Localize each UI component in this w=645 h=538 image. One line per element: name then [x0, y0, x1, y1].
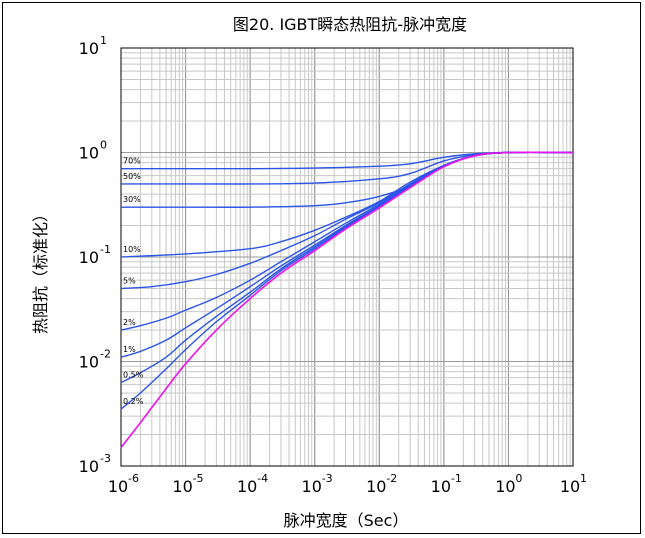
y-axis-label: 热阻抗（标准化） [31, 206, 50, 334]
x-tick-label: 10 [172, 477, 192, 496]
grid [120, 47, 574, 467]
x-tick-exponent: 1 [580, 472, 587, 485]
series-label: 1% [123, 345, 136, 354]
x-tick-exponent: -3 [322, 472, 333, 485]
x-tick-label: 10 [237, 477, 257, 496]
chart-title: 图20. IGBT瞬态热阻抗-脉冲宽度 [233, 15, 467, 34]
chart-frame [2, 2, 641, 534]
y-tick-exponent: 1 [100, 34, 107, 47]
y-tick-label: 10 [79, 39, 99, 58]
series-label: 10% [123, 245, 141, 254]
series-label: 70% [123, 157, 141, 166]
y-tick-exponent: -3 [100, 452, 111, 465]
x-tick-exponent: -1 [451, 472, 462, 485]
y-tick-exponent: -2 [100, 348, 111, 361]
series-label: 30% [123, 195, 141, 204]
curves: 70% 50% 30% 10% 5% 2% 1% 0.5% 0.2% [120, 151, 574, 449]
y-tick-label: 10 [79, 144, 99, 163]
x-tick-label: 10 [560, 477, 580, 496]
x-tick-exponent: -5 [193, 472, 204, 485]
x-tick-label: 10 [495, 477, 515, 496]
x-tick-label: 10 [302, 477, 322, 496]
y-tick-label: 10 [79, 248, 99, 267]
series-label: 0.5% [123, 370, 144, 379]
y-tick-exponent: -1 [100, 243, 111, 256]
y-tick-label: 10 [79, 353, 99, 372]
y-tick-label: 10 [79, 457, 99, 476]
x-tick-label: 10 [431, 477, 451, 496]
x-tick-labels: 10 -6 10 -5 10 -4 10 -3 10 -2 10 -1 10 0 10 1 [108, 472, 587, 496]
x-axis-label: 脉冲宽度（Sec） [284, 511, 409, 530]
x-tick-label: 10 [108, 477, 128, 496]
series-line [120, 151, 574, 449]
y-tick-exponent: 0 [100, 139, 107, 152]
x-tick-exponent: -2 [386, 472, 397, 485]
x-tick-exponent: 0 [515, 472, 522, 485]
series-label: 50% [123, 172, 141, 181]
series-label: 0.2% [123, 397, 144, 406]
series-label: 5% [123, 276, 136, 285]
x-tick-label: 10 [366, 477, 386, 496]
x-tick-exponent: -4 [257, 472, 268, 485]
x-tick-exponent: -6 [128, 472, 139, 485]
series-label: 2% [123, 318, 136, 327]
